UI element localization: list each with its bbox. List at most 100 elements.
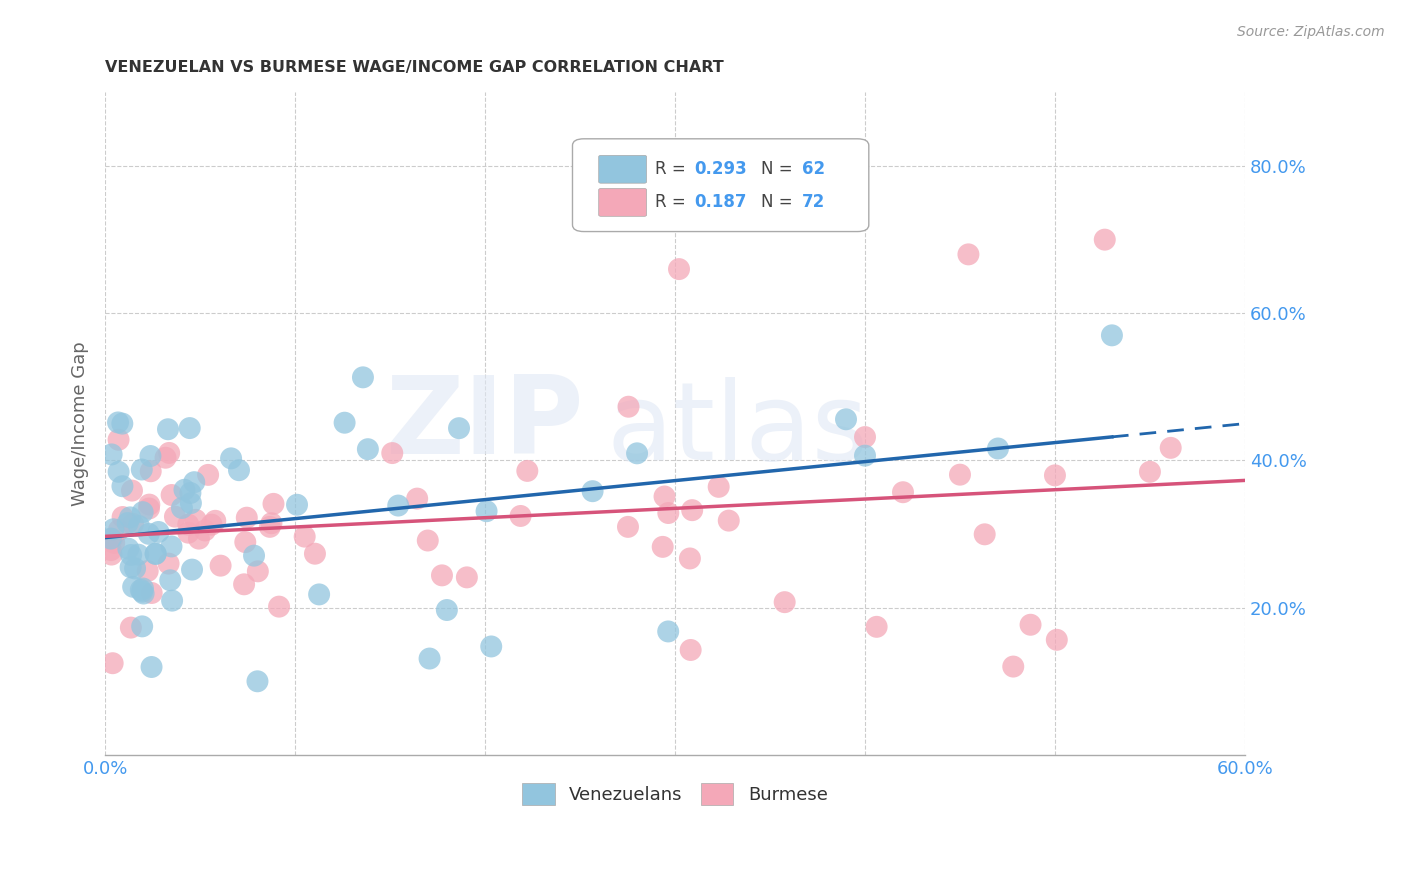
Point bbox=[180, 496, 202, 510]
Point bbox=[120, 510, 142, 524]
Text: 72: 72 bbox=[801, 194, 825, 211]
Point bbox=[132, 586, 155, 600]
Point bbox=[173, 483, 195, 497]
Point bbox=[626, 446, 648, 460]
Point bbox=[285, 498, 308, 512]
Point bbox=[1139, 465, 1161, 479]
Text: N =: N = bbox=[761, 194, 797, 211]
Point bbox=[654, 490, 676, 504]
Point bbox=[475, 504, 498, 518]
Text: 62: 62 bbox=[801, 161, 825, 178]
Point bbox=[657, 506, 679, 520]
Point bbox=[679, 551, 702, 566]
Point bbox=[131, 462, 153, 476]
Point bbox=[228, 463, 250, 477]
Point bbox=[387, 499, 409, 513]
Point bbox=[853, 449, 876, 463]
Point bbox=[263, 497, 285, 511]
Point bbox=[156, 422, 179, 436]
Point bbox=[436, 603, 458, 617]
Point bbox=[835, 412, 858, 426]
Point bbox=[138, 526, 160, 541]
Point bbox=[179, 421, 201, 435]
Point bbox=[131, 619, 153, 633]
Point bbox=[236, 510, 259, 524]
Point bbox=[141, 660, 163, 674]
Point bbox=[1046, 632, 1069, 647]
Point bbox=[333, 416, 356, 430]
Point bbox=[308, 587, 330, 601]
Point bbox=[107, 433, 129, 447]
Point bbox=[219, 451, 242, 466]
Point bbox=[111, 479, 134, 493]
Point bbox=[128, 519, 150, 533]
Point bbox=[183, 475, 205, 490]
FancyBboxPatch shape bbox=[572, 139, 869, 232]
Point bbox=[479, 640, 502, 654]
Point bbox=[516, 464, 538, 478]
Point bbox=[163, 509, 186, 524]
Point bbox=[127, 548, 149, 562]
Point bbox=[157, 557, 180, 571]
Point bbox=[1094, 233, 1116, 247]
Point bbox=[101, 532, 124, 546]
Point bbox=[177, 517, 200, 532]
Point bbox=[181, 563, 204, 577]
Point bbox=[430, 568, 453, 582]
Point bbox=[170, 500, 193, 515]
Point bbox=[136, 564, 159, 578]
Point bbox=[891, 485, 914, 500]
Point bbox=[267, 599, 290, 614]
Point bbox=[122, 516, 145, 531]
Point bbox=[1019, 617, 1042, 632]
Point bbox=[853, 430, 876, 444]
Text: ZIP: ZIP bbox=[385, 371, 583, 476]
Point bbox=[177, 525, 200, 540]
Text: R =: R = bbox=[655, 161, 690, 178]
Point bbox=[122, 580, 145, 594]
Point bbox=[138, 501, 160, 516]
Point bbox=[160, 593, 183, 607]
Point bbox=[260, 516, 283, 531]
Point bbox=[259, 520, 281, 534]
Point bbox=[160, 540, 183, 554]
Point bbox=[679, 643, 702, 657]
Point bbox=[197, 467, 219, 482]
Point bbox=[124, 561, 146, 575]
Point bbox=[141, 586, 163, 600]
Point bbox=[120, 560, 142, 574]
Point bbox=[131, 505, 153, 519]
Point bbox=[419, 651, 441, 665]
Point bbox=[406, 491, 429, 506]
Y-axis label: Wage/Income Gap: Wage/Income Gap bbox=[72, 342, 89, 506]
Point bbox=[100, 543, 122, 558]
Point bbox=[117, 541, 139, 556]
Text: VENEZUELAN VS BURMESE WAGE/INCOME GAP CORRELATION CHART: VENEZUELAN VS BURMESE WAGE/INCOME GAP CO… bbox=[105, 60, 724, 75]
Text: N =: N = bbox=[761, 161, 797, 178]
Point bbox=[246, 674, 269, 689]
Point bbox=[246, 565, 269, 579]
Point bbox=[509, 508, 531, 523]
Point bbox=[233, 577, 256, 591]
Point bbox=[117, 516, 139, 530]
Point bbox=[456, 570, 478, 584]
Point bbox=[617, 520, 640, 534]
Point bbox=[957, 247, 980, 261]
Point bbox=[129, 582, 152, 597]
Point bbox=[108, 523, 131, 537]
Point bbox=[209, 558, 232, 573]
Point bbox=[139, 449, 162, 463]
FancyBboxPatch shape bbox=[599, 188, 647, 217]
Point bbox=[120, 548, 142, 562]
Text: 0.293: 0.293 bbox=[695, 161, 747, 178]
Point bbox=[1002, 659, 1025, 673]
Point bbox=[111, 417, 134, 431]
Point bbox=[184, 513, 207, 527]
Point bbox=[100, 532, 122, 546]
Point bbox=[107, 465, 129, 479]
Point bbox=[111, 510, 134, 524]
Point bbox=[773, 595, 796, 609]
Point bbox=[717, 514, 740, 528]
Text: Source: ZipAtlas.com: Source: ZipAtlas.com bbox=[1237, 25, 1385, 39]
Point bbox=[973, 527, 995, 541]
